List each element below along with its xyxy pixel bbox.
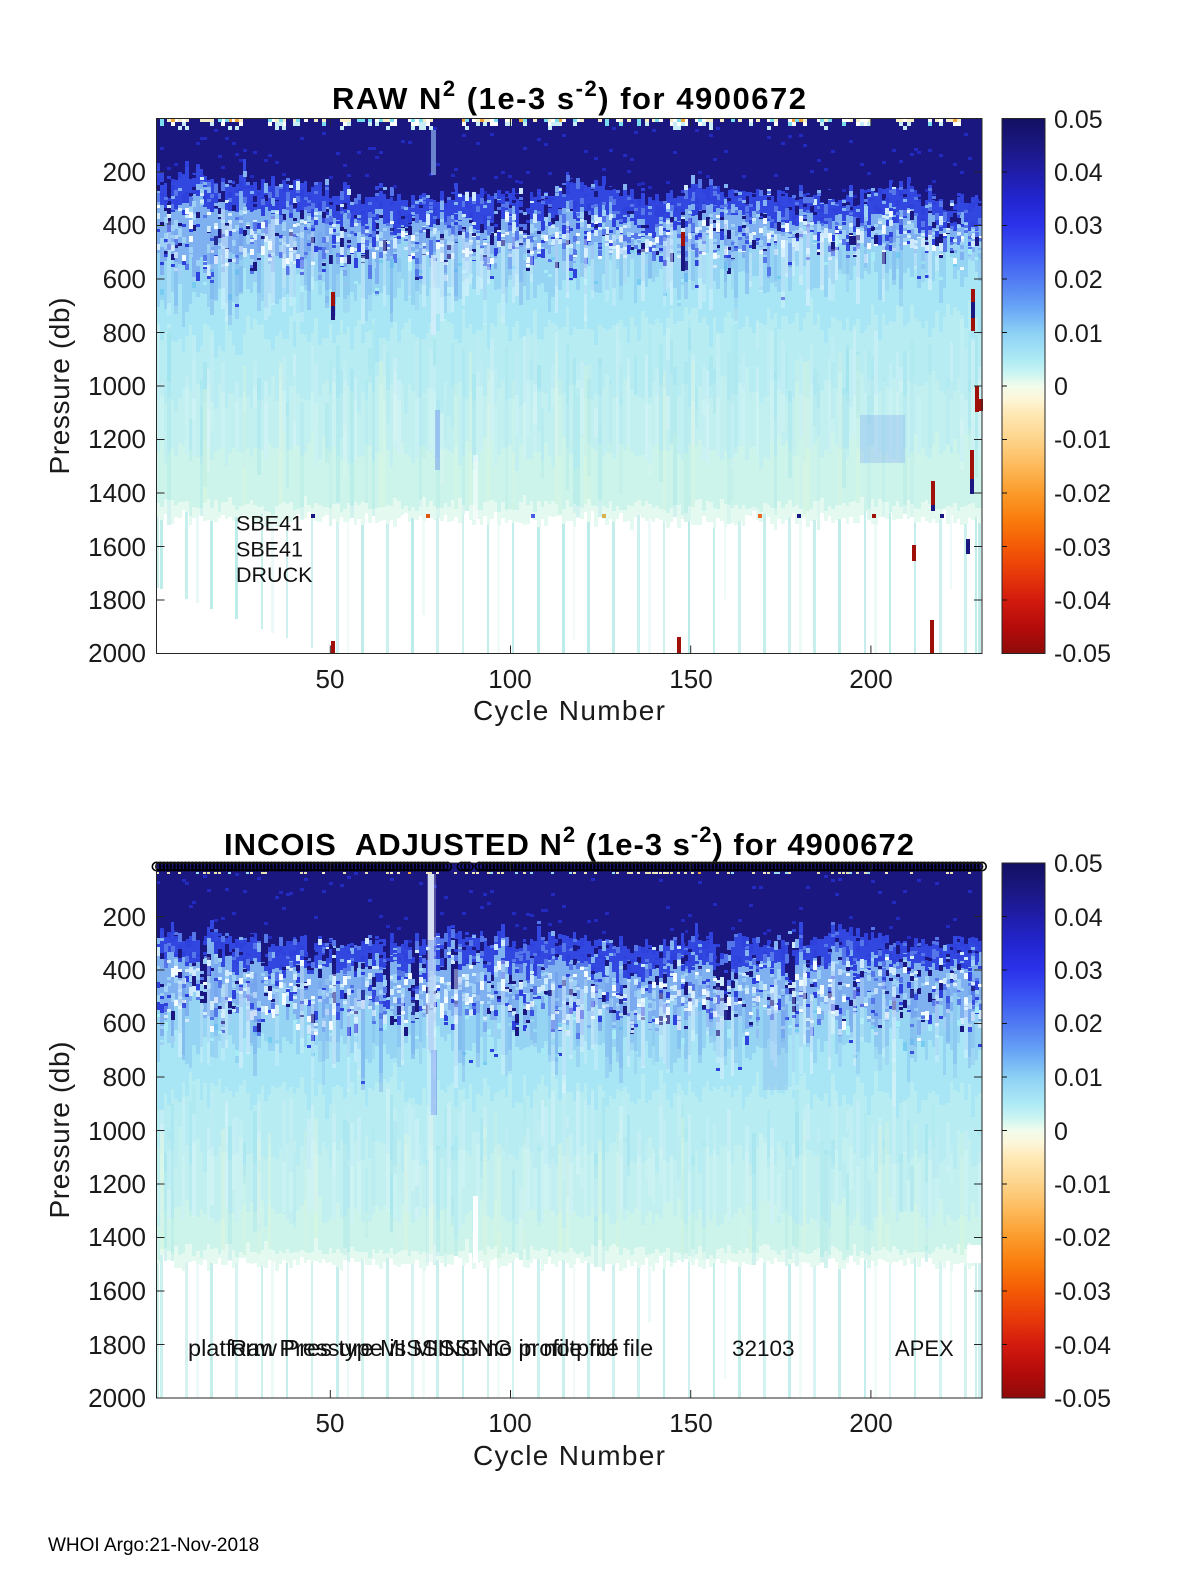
svg-text:0.04: 0.04 (1054, 904, 1103, 932)
svg-text:WHOI Argo:21-Nov-2018: WHOI Argo:21-Nov-2018 (48, 1535, 259, 1556)
svg-text:800: 800 (103, 1062, 146, 1092)
svg-text:-0.04: -0.04 (1054, 587, 1111, 615)
svg-text:100: 100 (488, 664, 531, 694)
svg-text:800: 800 (103, 318, 146, 348)
svg-text:-0.04: -0.04 (1054, 1332, 1111, 1360)
svg-text:-0.01: -0.01 (1054, 1171, 1111, 1199)
svg-text:-0.03: -0.03 (1054, 1278, 1111, 1306)
svg-text:-0.05: -0.05 (1054, 640, 1111, 668)
svg-text:400: 400 (103, 210, 146, 240)
svg-text:50: 50 (316, 1408, 345, 1438)
svg-text:-0.02: -0.02 (1054, 480, 1111, 508)
svg-text:150: 150 (669, 664, 712, 694)
svg-text:-0.01: -0.01 (1054, 426, 1111, 454)
svg-text:32103: 32103 (732, 1336, 795, 1361)
svg-text:1600: 1600 (88, 532, 146, 562)
svg-text:1000: 1000 (88, 371, 146, 401)
svg-text:APEX: APEX (895, 1336, 954, 1361)
svg-text:0.01: 0.01 (1054, 320, 1103, 348)
svg-text:Pressure (db): Pressure (db) (44, 1042, 75, 1219)
svg-text:Pressure (db): Pressure (db) (44, 298, 75, 475)
svg-text:1400: 1400 (88, 1222, 146, 1252)
svg-text:600: 600 (103, 1008, 146, 1038)
svg-text:1400: 1400 (88, 478, 146, 508)
svg-text:Cycle Number: Cycle Number (473, 695, 665, 726)
svg-text:platform Pressure MISSING no p: platform Pressure MISSING no profile fil… (188, 1335, 619, 1361)
svg-text:0.05: 0.05 (1054, 850, 1103, 878)
svg-text:Raw Pres type is MISSING in no: Raw Pres type is MISSING in notprof file (230, 1335, 653, 1361)
svg-text:1200: 1200 (88, 1169, 146, 1199)
svg-text:200: 200 (849, 1408, 892, 1438)
svg-text:-0.05: -0.05 (1054, 1385, 1111, 1413)
svg-text:1800: 1800 (88, 1330, 146, 1360)
svg-text:SBE41: SBE41 (236, 538, 303, 562)
svg-text:2000: 2000 (88, 1383, 146, 1413)
svg-text:1800: 1800 (88, 585, 146, 615)
svg-text:0.02: 0.02 (1054, 266, 1103, 294)
svg-text:-0.02: -0.02 (1054, 1224, 1111, 1252)
svg-text:0.04: 0.04 (1054, 159, 1103, 187)
svg-text:50: 50 (316, 664, 345, 694)
svg-text:1600: 1600 (88, 1276, 146, 1306)
svg-text:0.03: 0.03 (1054, 957, 1103, 985)
svg-text:0.03: 0.03 (1054, 212, 1103, 240)
svg-text:1000: 1000 (88, 1116, 146, 1146)
svg-text:1200: 1200 (88, 424, 146, 454)
svg-text:SBE41: SBE41 (236, 512, 303, 536)
svg-text:0.01: 0.01 (1054, 1064, 1103, 1092)
svg-text:200: 200 (103, 902, 146, 932)
svg-text:-0.03: -0.03 (1054, 534, 1111, 562)
svg-text:200: 200 (849, 664, 892, 694)
svg-text:150: 150 (669, 1408, 712, 1438)
svg-text:200: 200 (103, 157, 146, 187)
svg-text:Cycle Number: Cycle Number (473, 1440, 665, 1471)
svg-text:0.02: 0.02 (1054, 1010, 1103, 1038)
svg-text:600: 600 (103, 264, 146, 294)
svg-text:0: 0 (1054, 373, 1068, 401)
svg-text:0: 0 (1054, 1118, 1068, 1146)
svg-text:DRUCK: DRUCK (236, 563, 313, 587)
svg-text:100: 100 (488, 1408, 531, 1438)
svg-text:400: 400 (103, 955, 146, 985)
svg-text:0.05: 0.05 (1054, 106, 1103, 134)
svg-text:2000: 2000 (88, 638, 146, 668)
svg-text:RAW N2 (1e-3 s-2) for 4900672: RAW N2 (1e-3 s-2) for 4900672 (332, 76, 806, 116)
